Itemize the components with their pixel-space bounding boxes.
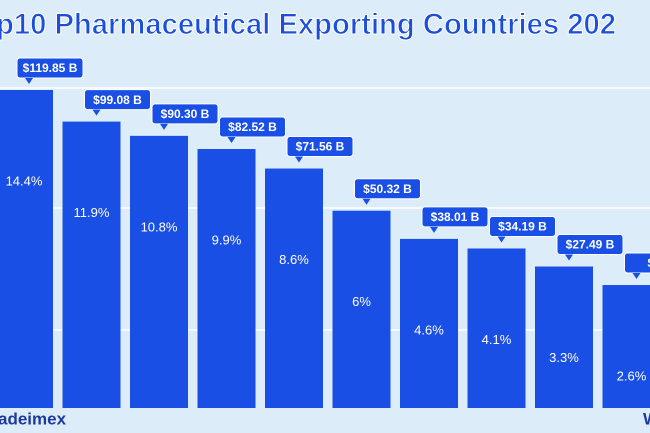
value-label: $21 (647, 256, 650, 270)
bar (265, 168, 323, 408)
share-label: 11.9% (74, 205, 110, 220)
bar (197, 149, 256, 409)
value-label-box (151, 103, 219, 125)
value-label: $50.32 B (363, 182, 412, 196)
bar (0, 90, 53, 408)
value-label: $90.30 B (161, 107, 210, 121)
value-label: $34.19 B (498, 220, 547, 234)
value-label-box (489, 215, 556, 237)
value-label: $119.85 B (23, 61, 78, 75)
value-label-pointer (362, 198, 371, 205)
share-label: 14.4% (6, 173, 43, 188)
chart-title: p10 Pharmaceutical Exporting Countries 2… (0, 8, 616, 41)
bar (332, 210, 391, 408)
share-label: 4.6% (414, 322, 444, 337)
value-label: $82.52 B (228, 120, 277, 134)
value-label-box (16, 57, 84, 79)
corner-mark: W (643, 409, 650, 428)
share-label: 4.1% (482, 332, 512, 347)
value-label-pointer (497, 236, 506, 243)
value-label: $27.49 B (566, 238, 615, 252)
value-label-box (354, 178, 421, 200)
bar (62, 121, 121, 409)
value-label-pointer (430, 226, 438, 233)
value-label-box (624, 252, 650, 274)
share-label: 8.6% (279, 252, 309, 267)
bar (130, 135, 188, 409)
value-label-box (421, 206, 489, 228)
share-label: 2.6% (617, 368, 647, 383)
share-label: 3.3% (549, 350, 579, 365)
value-label-pointer (632, 273, 641, 280)
value-label: $38.01 B (431, 210, 480, 224)
bar (535, 266, 593, 408)
source: adeimex (0, 409, 67, 428)
value-label-pointer (92, 109, 101, 116)
value-label-pointer (227, 137, 236, 144)
bar (467, 248, 526, 408)
value-label-pointer (160, 123, 168, 130)
value-label-box (219, 116, 286, 138)
bar (602, 285, 650, 408)
bar (400, 238, 458, 408)
value-label: $99.08 B (93, 93, 142, 107)
value-label: $71.56 B (296, 140, 345, 154)
value-label-box (556, 234, 624, 256)
share-label: 6% (352, 294, 371, 309)
value-label-box (84, 89, 151, 111)
value-label-box (286, 136, 354, 158)
share-label: 9.9% (212, 232, 242, 247)
share-label: 10.8% (141, 219, 178, 234)
value-label-pointer (25, 78, 33, 84)
value-label-pointer (565, 254, 573, 261)
value-label-pointer (295, 156, 303, 163)
